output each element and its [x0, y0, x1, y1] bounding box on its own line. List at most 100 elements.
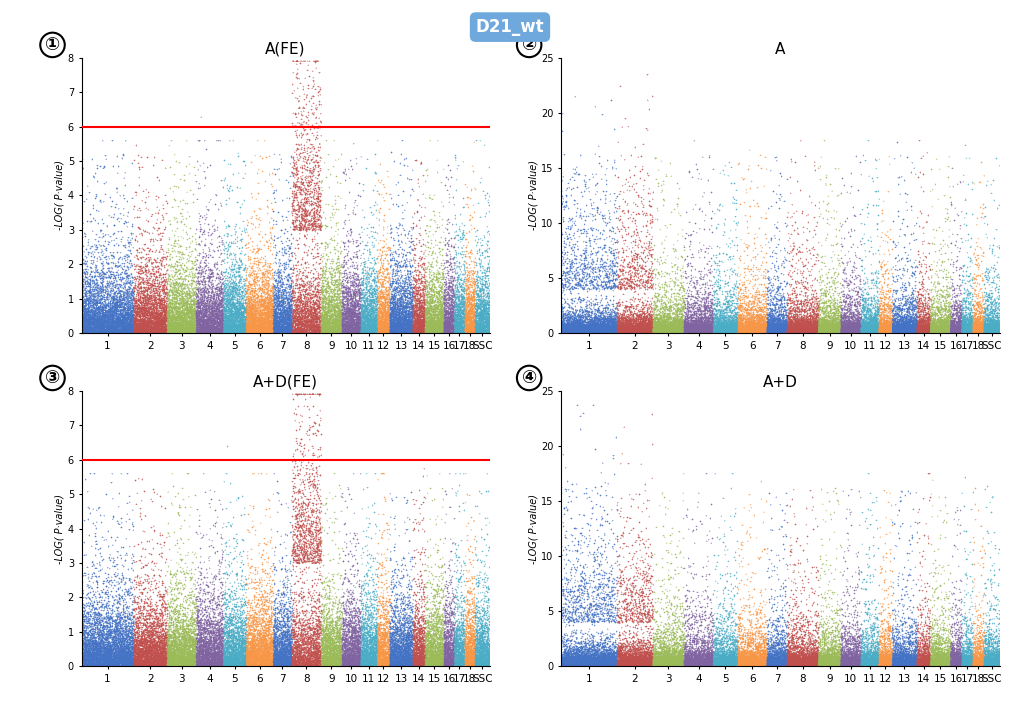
Point: [439, 321, 455, 333]
Point: [701, 321, 717, 333]
Point: [390, 315, 407, 327]
Point: [440, 239, 457, 251]
Point: [169, 649, 185, 660]
Point: [767, 327, 784, 338]
Point: [870, 323, 887, 334]
Point: [730, 299, 746, 311]
Point: [620, 327, 636, 338]
Point: [720, 327, 737, 339]
Point: [272, 309, 288, 321]
Point: [219, 324, 235, 335]
Point: [317, 631, 333, 643]
Point: [797, 243, 813, 254]
Point: [396, 622, 413, 634]
Point: [77, 635, 94, 647]
Point: [123, 609, 140, 620]
Point: [736, 647, 752, 659]
Point: [553, 318, 570, 329]
Point: [270, 289, 286, 300]
Point: [653, 649, 669, 661]
Point: [708, 649, 725, 660]
Point: [791, 660, 807, 672]
Point: [410, 656, 426, 668]
Point: [339, 282, 356, 293]
Point: [345, 325, 362, 337]
Point: [164, 626, 180, 637]
Point: [876, 649, 893, 660]
Point: [921, 660, 937, 671]
Point: [194, 631, 210, 643]
Point: [934, 659, 951, 670]
Point: [403, 649, 419, 661]
Point: [83, 325, 99, 337]
Point: [944, 314, 960, 326]
Point: [665, 266, 682, 277]
Point: [338, 249, 355, 261]
Point: [728, 322, 744, 334]
Point: [904, 658, 920, 670]
Point: [866, 659, 882, 670]
Point: [876, 325, 893, 337]
Point: [654, 651, 671, 662]
Point: [160, 626, 176, 637]
Point: [714, 660, 731, 671]
Point: [229, 295, 246, 307]
Point: [469, 644, 485, 655]
Point: [744, 270, 760, 282]
Point: [280, 325, 297, 337]
Point: [920, 646, 936, 657]
Point: [783, 654, 799, 666]
Point: [383, 304, 399, 316]
Point: [817, 657, 834, 668]
Point: [757, 321, 773, 332]
Point: [756, 654, 772, 666]
Point: [881, 644, 898, 655]
Point: [590, 657, 606, 668]
Point: [712, 645, 729, 657]
Point: [436, 633, 452, 644]
Point: [603, 313, 620, 325]
Point: [679, 655, 695, 667]
Point: [451, 318, 468, 329]
Point: [292, 290, 309, 301]
Point: [846, 299, 862, 311]
Point: [85, 282, 101, 293]
Point: [735, 326, 751, 337]
Point: [694, 324, 710, 335]
Point: [158, 650, 174, 662]
Point: [222, 325, 238, 337]
Point: [921, 650, 937, 662]
Point: [726, 300, 742, 311]
Point: [341, 327, 358, 339]
Point: [294, 146, 311, 158]
Point: [357, 636, 373, 647]
Point: [592, 324, 608, 336]
Point: [708, 327, 725, 338]
Point: [375, 652, 391, 664]
Point: [987, 659, 1004, 670]
Point: [867, 309, 883, 321]
Point: [777, 654, 794, 666]
Point: [811, 319, 827, 331]
Point: [428, 658, 444, 670]
Point: [371, 658, 387, 670]
Point: [405, 638, 421, 649]
Point: [703, 656, 719, 668]
Point: [920, 660, 936, 671]
Point: [776, 325, 793, 337]
Point: [801, 660, 817, 672]
Point: [198, 292, 214, 304]
Point: [221, 272, 237, 283]
Point: [666, 659, 683, 670]
Point: [294, 326, 311, 337]
Point: [99, 626, 115, 638]
Point: [472, 655, 488, 667]
Point: [269, 325, 285, 337]
Point: [394, 295, 411, 306]
Point: [842, 325, 858, 337]
Point: [675, 641, 691, 653]
Point: [89, 648, 105, 660]
Point: [723, 321, 740, 332]
Point: [252, 632, 268, 644]
Point: [933, 322, 950, 334]
